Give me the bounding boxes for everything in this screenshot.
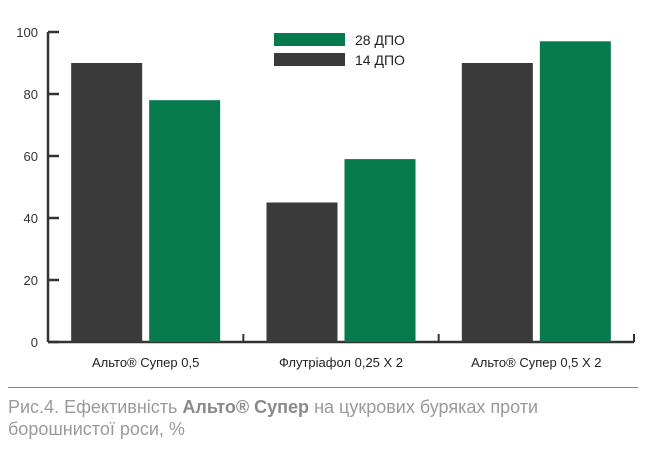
figure-caption: Рис.4. Ефективність Альто® Супер на цукр… <box>8 396 638 440</box>
y-tick-label: 60 <box>24 149 38 164</box>
bar-28dpo <box>149 100 221 342</box>
bar-28dpo <box>539 41 611 343</box>
x-category-label: Альто® Супер 0,5 Х 2 <box>471 355 601 370</box>
y-tick-label: 80 <box>24 87 38 102</box>
bar-14dpo <box>71 63 143 342</box>
legend-label: 28 ДПО <box>355 32 405 48</box>
caption-product: Альто® Супер <box>182 397 310 417</box>
bar-28dpo <box>344 159 416 342</box>
bar-14dpo <box>461 63 533 342</box>
bar-chart: 0 20 40 60 80 100 Альто® Супер 0,5 Флутріафол 0… <box>16 25 635 370</box>
caption-prefix: Рис.4. Ефективність <box>8 397 183 417</box>
bar-14dpo <box>266 202 338 342</box>
caption-suffix: на цукрових буряках проти борошнистої ро… <box>8 397 539 439</box>
legend-swatch <box>274 53 345 66</box>
y-tick-label: 0 <box>31 335 38 350</box>
y-tick-label: 100 <box>16 25 38 40</box>
x-category-label: Флутріафол 0,25 Х 2 <box>279 355 403 370</box>
caption-divider <box>8 387 638 388</box>
y-tick-label: 40 <box>24 211 38 226</box>
legend-label: 14 ДПО <box>355 52 405 68</box>
x-category-label: Альто® Супер 0,5 <box>92 355 199 370</box>
legend-swatch <box>274 33 345 46</box>
y-tick-label: 20 <box>24 273 38 288</box>
